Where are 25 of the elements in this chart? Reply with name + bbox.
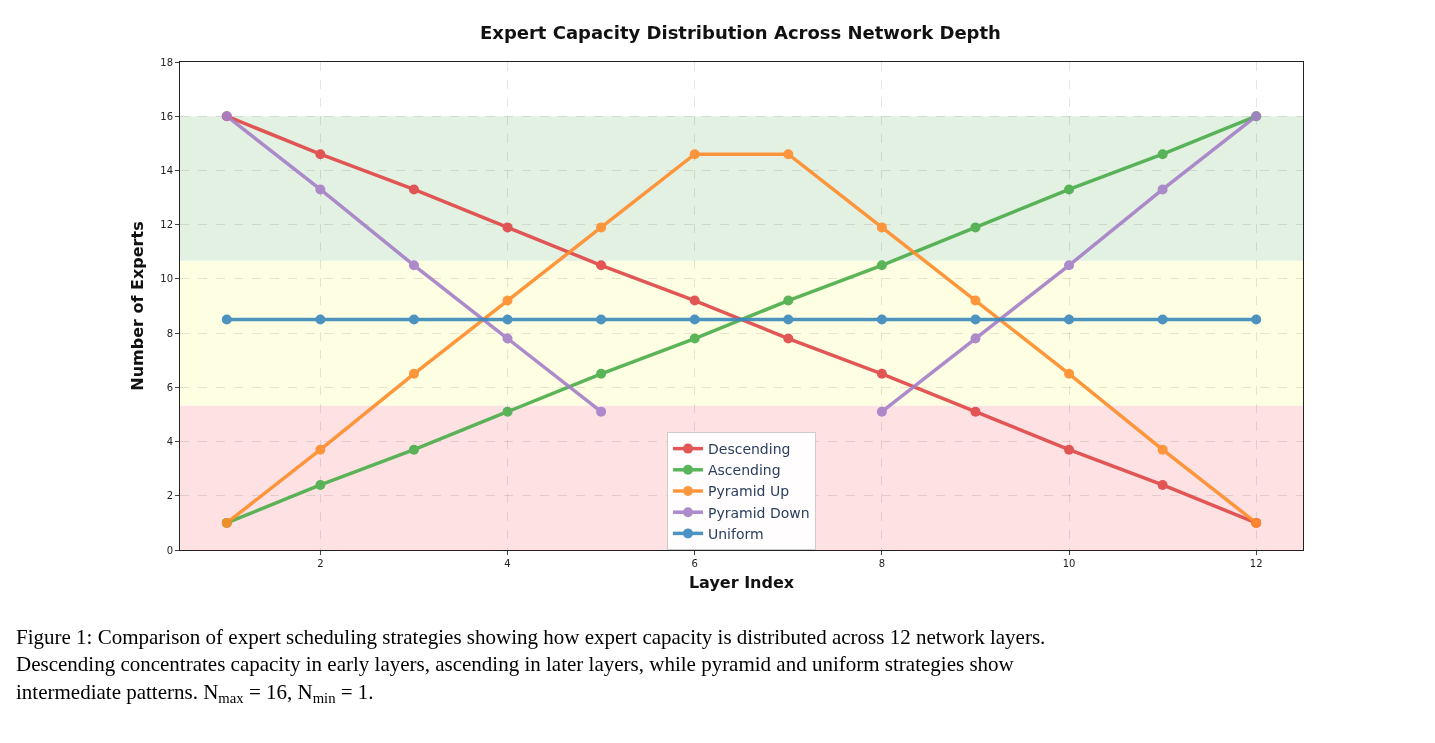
- y-tick-label: 2: [166, 490, 173, 502]
- x-tick-label: 4: [504, 558, 511, 569]
- x-tick-label: 10: [1062, 558, 1076, 569]
- x-tick-label: 2: [317, 558, 324, 569]
- legend-label: Descending: [708, 441, 791, 458]
- y-tick-label: 10: [160, 273, 173, 285]
- x-tick-label: 12: [1249, 558, 1263, 569]
- y-axis-title: Number of Experts: [128, 221, 148, 391]
- y-tick-label: 12: [160, 219, 173, 231]
- y-tick-label: 18: [160, 56, 173, 68]
- x-tick-label: 8: [878, 558, 886, 569]
- y-tick-label: 6: [166, 381, 173, 393]
- y-tick-label: 4: [166, 436, 173, 448]
- legend-label: Pyramid Down: [708, 504, 810, 521]
- y-tick-label: 8: [166, 327, 173, 339]
- chart-title: Expert Capacity Distribution Across Network Depth: [479, 21, 1001, 43]
- y-tick-label: 14: [160, 164, 173, 176]
- legend-label: Uniform: [708, 525, 764, 542]
- legend-label: Ascending: [708, 462, 781, 479]
- y-tick-label: 16: [160, 110, 173, 122]
- legend-label: Pyramid Up: [708, 483, 790, 500]
- caption: Figure 1: Comparison of expert scheduling strategies showing how expert capacity is distributed across 12 network layers. Descending concentrates capacity in early layers, ascending in later layers, while pyramid and uniform strategies show intermediate patterns. N$_{max}$ = 16, N$_{min}$ = 1.: [16, 625, 1046, 707]
- x-axis-title: Layer Index: [688, 572, 795, 592]
- x-tick-label: 6: [691, 558, 698, 569]
- y-tick-label: 0: [166, 544, 173, 556]
